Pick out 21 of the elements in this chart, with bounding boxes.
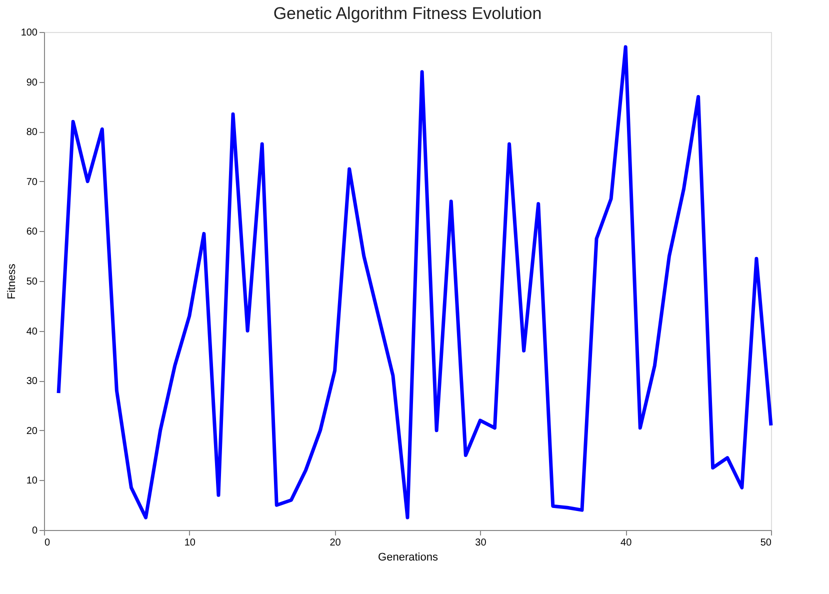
y-tick-label: 30 [26,376,38,388]
y-axis-title: Fitness [6,263,18,300]
y-tick-label: 40 [26,326,38,338]
x-tick-label: 30 [475,538,487,548]
x-axis-title: Generations [378,552,438,564]
line-series [56,45,773,520]
y-tick-label: 10 [26,476,38,487]
x-tick-label: 40 [620,538,632,548]
y-tick-label: 50 [26,276,38,288]
x-tick-label: 10 [184,538,196,548]
x-tick-label: 50 [760,538,772,548]
y-tick-label: 80 [26,127,38,138]
y-tick-label: 60 [26,226,38,238]
y-tick-label: 100 [20,28,38,38]
y-tick-label: 0 [32,526,38,536]
x-tick-label: 20 [330,538,342,548]
y-tick-label: 70 [26,176,38,188]
y-tick-label: 20 [26,426,38,437]
y-tick-label: 90 [26,77,38,88]
chart-title: Genetic Algorithm Fitness Evolution [273,4,542,23]
x-tick-label: 0 [44,538,50,548]
